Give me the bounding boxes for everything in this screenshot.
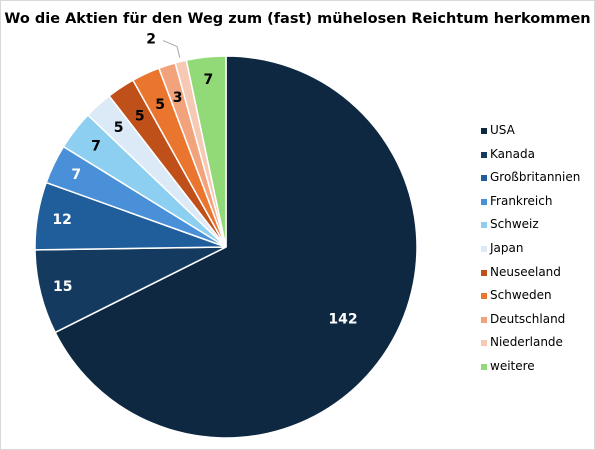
legend-swatch [481,198,487,205]
pie-slice-weitere [185,55,227,248]
legend-swatch [481,175,487,182]
legend-label: Kanada [490,146,535,161]
legend-label: Schweden [490,288,552,303]
legend-swatch [481,269,487,276]
legend-swatch [481,128,487,134]
leader-line-niederlande [162,40,181,58]
legend-swatch [481,222,487,229]
data-label-grossbritannien: 12 [52,212,71,228]
legend-label: Schweiz [490,217,539,232]
legend-label: Niederlande [490,335,563,350]
data-label-japan: 5 [114,120,124,136]
legend-label: weitere [490,358,535,373]
legend-swatch [481,363,487,370]
data-label-kanada: 15 [53,279,72,295]
data-label-weitere: 7 [204,72,214,88]
legend-label: Frankreich [490,193,553,208]
legend-label: Neuseeland [490,264,561,279]
pie-slice-usa [54,55,418,439]
legend-swatch [481,245,487,252]
legend-swatch [481,340,487,347]
data-label-frankreich: 7 [71,167,81,183]
data-label-niederlande: 2 [146,32,156,48]
legend-label: USA [490,123,515,137]
data-label-usa: 142 [328,311,357,327]
legend-swatch [481,293,487,300]
data-label-deutschland: 3 [173,90,183,106]
legend-label: Japan [490,240,524,255]
data-label-neuseeland: 5 [135,108,145,124]
legend-swatch [481,316,487,323]
legend-swatch [481,151,487,158]
legend-label: Großbritannien [490,170,581,185]
data-label-schweiz: 7 [91,139,101,155]
data-label-schweden: 5 [155,97,165,113]
legend-label: Deutschland [490,311,566,326]
chart-title: Wo die Aktien für den Weg zum (fast) müh… [4,11,591,27]
